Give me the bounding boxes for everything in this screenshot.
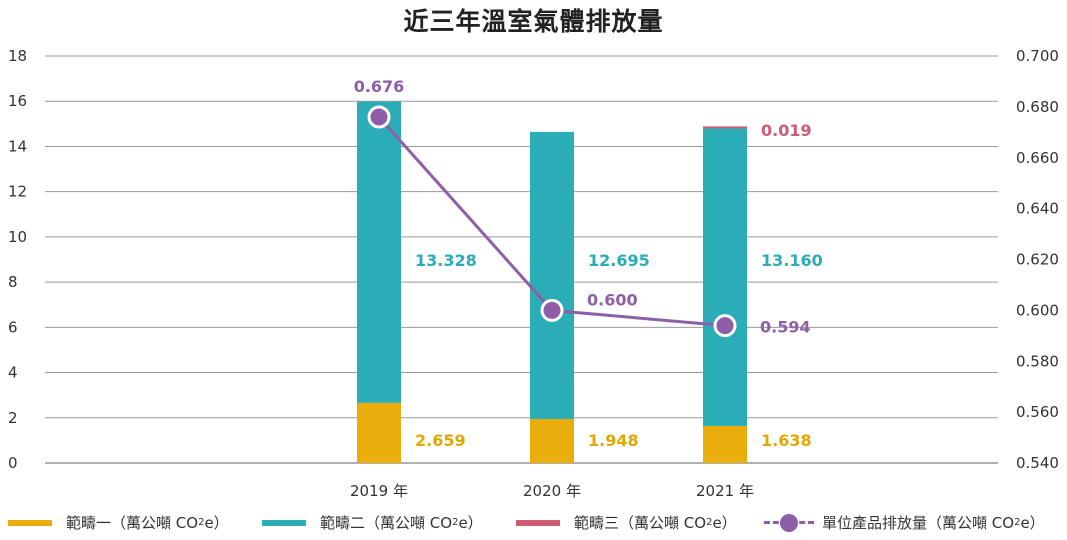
- bar-scope1: [530, 418, 574, 463]
- legend-tail-intensity: e）: [1020, 514, 1045, 532]
- legend-label-scope2: 範疇二（萬公噸 CO: [320, 514, 453, 532]
- y-tick-right: 0.640: [1016, 200, 1059, 218]
- intensity-point: [367, 105, 391, 129]
- y-tick-left: 14: [8, 137, 27, 155]
- legend-tail-scope2: e）: [458, 514, 483, 532]
- bar-scope1: [703, 425, 747, 463]
- data-label-scope2: 13.160: [761, 251, 823, 270]
- legend-sub-scope1: 2: [198, 517, 205, 528]
- y-tick-left: 6: [8, 318, 18, 336]
- legend-item-intensity[interactable]: 單位產品排放量（萬公噸 CO 2 e）: [764, 512, 1045, 533]
- y-tick-right: 0.680: [1016, 98, 1059, 116]
- chart-title: 近三年溫室氣體排放量: [403, 7, 664, 36]
- x-tick-label: 2020 年: [523, 482, 581, 500]
- x-tick-label: 2019 年: [350, 482, 408, 500]
- legend-label-intensity: 單位產品排放量（萬公噸 CO: [822, 514, 1015, 532]
- bar-scope2: [357, 101, 401, 403]
- bar-scope3: [703, 126, 747, 129]
- bar-scope2: [530, 131, 574, 419]
- legend-item-scope3[interactable]: 範疇三（萬公噸 CO 2 e）: [516, 512, 737, 533]
- y-tick-right: 0.620: [1016, 251, 1059, 269]
- y-tick-left: 18: [8, 47, 27, 65]
- data-label-scope3: 0.019: [761, 121, 812, 140]
- y-tick-left: 16: [8, 92, 27, 110]
- legend-item-scope2[interactable]: 範疇二（萬公噸 CO 2 e）: [262, 512, 483, 533]
- data-label-intensity: 0.594: [760, 318, 811, 337]
- bar-scope2: [703, 128, 747, 426]
- y-tick-right: 0.540: [1016, 454, 1059, 472]
- data-label-scope1: 2.659: [415, 431, 466, 450]
- intensity-point: [540, 298, 564, 322]
- legend-swatch-scope3: [516, 519, 560, 526]
- legend-tail-scope3: e）: [712, 514, 737, 532]
- y-tick-right: 0.580: [1016, 352, 1059, 370]
- legend-swatch-scope2: [262, 519, 306, 526]
- legend-swatch-scope1: [8, 519, 52, 526]
- legend-item-scope1[interactable]: 範疇一（萬公噸 CO 2 e）: [8, 512, 229, 533]
- bar-scope1: [357, 402, 401, 463]
- legend-tail-scope1: e）: [204, 514, 229, 532]
- data-label-scope1: 1.638: [761, 431, 812, 450]
- legend: 範疇一（萬公噸 CO 2 e） 範疇二（萬公噸 CO 2 e） 範疇三（萬公噸 CO 2 e…: [0, 512, 1067, 540]
- legend-swatch-intensity: [764, 513, 814, 533]
- x-tick-label: 2021 年: [696, 482, 754, 500]
- intensity-point: [713, 314, 737, 338]
- data-label-scope1: 1.948: [588, 431, 639, 450]
- y-tick-right: 0.560: [1016, 403, 1059, 421]
- y-tick-left: 0: [8, 454, 18, 472]
- y-tick-right: 0.600: [1016, 301, 1059, 319]
- legend-sub-intensity: 2: [1014, 517, 1021, 528]
- data-label-scope2: 12.695: [588, 251, 650, 270]
- chart-canvas: 0 2 4 6 8 10 12 14 16 18 0.540 0.560 0.580 0.600 0.620…: [8, 47, 1059, 500]
- y-tick-left: 8: [8, 273, 18, 291]
- data-label-intensity: 0.676: [354, 77, 405, 96]
- legend-label-scope1: 範疇一（萬公噸 CO: [66, 514, 199, 532]
- legend-label-scope3: 範疇三（萬公噸 CO: [574, 514, 707, 532]
- y-tick-right: 0.700: [1016, 47, 1059, 65]
- legend-sub-scope2: 2: [452, 517, 459, 528]
- y-tick-right: 0.660: [1016, 149, 1059, 167]
- data-label-scope2: 13.328: [415, 251, 477, 270]
- y-tick-left: 2: [8, 409, 18, 427]
- data-label-intensity: 0.600: [587, 290, 638, 309]
- y-tick-left: 10: [8, 228, 27, 246]
- y-tick-left: 4: [8, 364, 18, 382]
- legend-sub-scope3: 2: [706, 517, 713, 528]
- y-tick-left: 12: [8, 183, 27, 201]
